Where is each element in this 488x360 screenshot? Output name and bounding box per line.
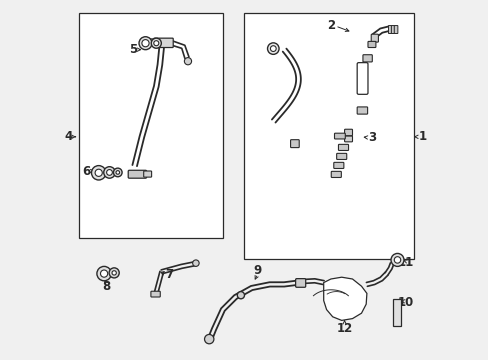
Text: 9: 9 [253,264,262,276]
FancyBboxPatch shape [356,107,367,114]
Text: 8: 8 [102,280,110,293]
FancyBboxPatch shape [330,171,341,177]
Circle shape [101,270,107,277]
FancyBboxPatch shape [336,153,346,159]
Text: 6: 6 [82,165,90,177]
Text: 5: 5 [128,43,137,56]
Text: 7: 7 [164,268,173,281]
Circle shape [113,168,122,177]
Circle shape [192,260,199,266]
FancyBboxPatch shape [333,162,343,168]
FancyBboxPatch shape [295,279,305,287]
Circle shape [204,334,213,344]
Circle shape [153,41,159,46]
Circle shape [151,38,161,48]
Circle shape [97,266,111,281]
FancyBboxPatch shape [153,38,173,48]
Bar [79,13,223,238]
FancyBboxPatch shape [362,55,371,62]
FancyBboxPatch shape [367,41,375,48]
FancyBboxPatch shape [390,26,394,33]
FancyBboxPatch shape [334,133,345,139]
Bar [392,299,400,326]
FancyBboxPatch shape [370,34,378,42]
Circle shape [112,271,116,275]
FancyBboxPatch shape [356,63,367,94]
Text: 10: 10 [397,296,413,309]
Circle shape [116,171,120,174]
FancyBboxPatch shape [387,26,391,33]
FancyBboxPatch shape [151,291,160,297]
Text: 2: 2 [326,19,334,32]
Bar [244,13,413,259]
Text: 12: 12 [336,322,352,335]
FancyBboxPatch shape [393,26,397,33]
Circle shape [237,292,244,299]
Text: 3: 3 [367,131,376,144]
FancyBboxPatch shape [290,140,299,148]
FancyBboxPatch shape [149,39,155,44]
Circle shape [267,43,279,54]
Circle shape [184,58,191,65]
Circle shape [393,257,400,263]
Text: 1: 1 [418,130,426,143]
Text: 11: 11 [397,256,413,269]
FancyBboxPatch shape [344,129,352,136]
Circle shape [106,170,112,175]
Circle shape [109,268,119,278]
FancyBboxPatch shape [143,171,151,177]
Circle shape [270,46,276,51]
Circle shape [390,253,403,266]
Circle shape [139,37,152,50]
Circle shape [103,167,115,178]
FancyBboxPatch shape [128,170,146,178]
FancyBboxPatch shape [344,136,352,142]
Circle shape [142,40,149,47]
FancyBboxPatch shape [338,144,348,150]
Circle shape [95,169,102,176]
Circle shape [91,166,106,180]
Text: 4: 4 [64,130,72,143]
Polygon shape [323,277,366,320]
